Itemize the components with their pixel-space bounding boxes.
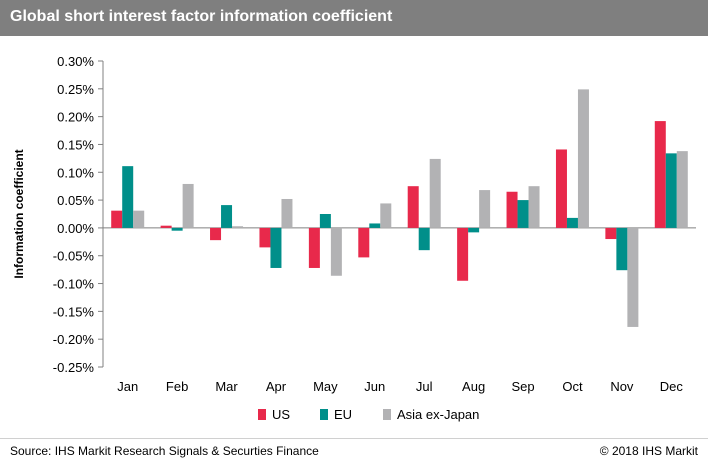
x-tick-label: Jan: [117, 379, 138, 394]
legend-label-asia-ex-japan: Asia ex-Japan: [397, 407, 479, 422]
bar-eu-sep: [517, 200, 529, 228]
x-tick-label: Jun: [364, 379, 385, 394]
y-tick-label: -0.25%: [53, 360, 95, 375]
bar-eu-mar: [221, 205, 233, 228]
y-tick-label: 0.10%: [57, 165, 94, 180]
bar-us-sep: [506, 191, 518, 228]
bar-asia-ex-japan-jun: [380, 203, 392, 228]
bar-asia-ex-japan-apr: [281, 198, 293, 228]
bar-asia-ex-japan-aug: [479, 190, 491, 228]
x-tick-label: Oct: [562, 379, 583, 394]
x-tick-label: Apr: [266, 379, 287, 394]
bar-asia-ex-japan-feb: [182, 183, 194, 228]
bar-us-nov: [605, 227, 617, 240]
chart-title: Global short interest factor information…: [10, 8, 393, 25]
bar-us-apr: [259, 227, 271, 248]
y-tick-label: -0.20%: [53, 332, 95, 347]
y-tick-label: 0.25%: [57, 82, 94, 97]
bar-asia-ex-japan-jan: [133, 210, 145, 228]
bar-us-oct: [555, 149, 567, 228]
bar-chart: 0.30% 0.25% 0.20% 0.15% 0.10% 0.05% 0.00% -0.05…: [12, 54, 696, 422]
x-tick-label: Feb: [166, 379, 188, 394]
bar-us-jun: [358, 227, 370, 258]
bar-eu-aug: [468, 227, 480, 233]
source-note: Source: IHS Markit Research Signals & Se…: [10, 444, 319, 458]
bar-us-aug: [457, 227, 469, 281]
bar-us-jan: [111, 210, 123, 228]
bar-eu-oct: [566, 217, 578, 228]
bar-asia-ex-japan-sep: [528, 186, 540, 228]
bar-eu-feb: [171, 227, 183, 231]
legend-label-eu: EU: [334, 407, 352, 422]
bar-asia-ex-japan-oct: [577, 89, 589, 228]
x-tick-label: May: [313, 379, 338, 394]
legend-swatch-eu: [320, 409, 328, 420]
bar-eu-nov: [616, 227, 628, 271]
bar-us-dec: [654, 121, 666, 228]
legend-label-us: US: [272, 407, 290, 422]
bar-asia-ex-japan-mar: [232, 226, 244, 228]
x-tick-label: Dec: [660, 379, 684, 394]
y-axis-title: Information coefficient: [12, 149, 26, 278]
y-tick-label: 0.20%: [57, 110, 94, 125]
y-tick-label: 0.00%: [57, 221, 94, 236]
bar-asia-ex-japan-jul: [429, 158, 441, 228]
bar-eu-dec: [665, 153, 677, 228]
bar-eu-may: [319, 214, 331, 228]
footer: Source: IHS Markit Research Signals & Se…: [0, 438, 708, 463]
bar-asia-ex-japan-nov: [627, 227, 639, 327]
x-tick-label: Aug: [462, 379, 485, 394]
legend-swatch-asia-ex-japan: [383, 409, 391, 420]
title-bar: Global short interest factor information…: [0, 0, 708, 36]
y-tick-label: 0.30%: [57, 54, 94, 69]
y-tick-label: -0.05%: [53, 249, 95, 264]
y-tick-label: -0.15%: [53, 304, 95, 319]
y-tick-label: -0.10%: [53, 277, 95, 292]
bar-us-jul: [407, 186, 419, 228]
bar-asia-ex-japan-may: [330, 227, 342, 276]
bar-eu-jan: [122, 166, 134, 228]
y-tick-label: 0.05%: [57, 193, 94, 208]
y-tick-label: 0.15%: [57, 137, 94, 152]
bar-us-may: [308, 227, 320, 268]
legend-swatch-us: [258, 409, 266, 420]
bar-us-mar: [210, 227, 222, 241]
x-tick-label: Nov: [610, 379, 634, 394]
bar-asia-ex-japan-dec: [676, 151, 688, 228]
bar-eu-jul: [418, 227, 430, 251]
copyright-note: © 2018 IHS Markit: [599, 444, 698, 458]
bar-eu-jun: [369, 223, 381, 228]
x-tick-label: Mar: [215, 379, 238, 394]
x-tick-label: Jul: [416, 379, 433, 394]
bar-us-feb: [160, 225, 172, 228]
x-tick-label: Sep: [511, 379, 534, 394]
bar-eu-apr: [270, 227, 282, 268]
